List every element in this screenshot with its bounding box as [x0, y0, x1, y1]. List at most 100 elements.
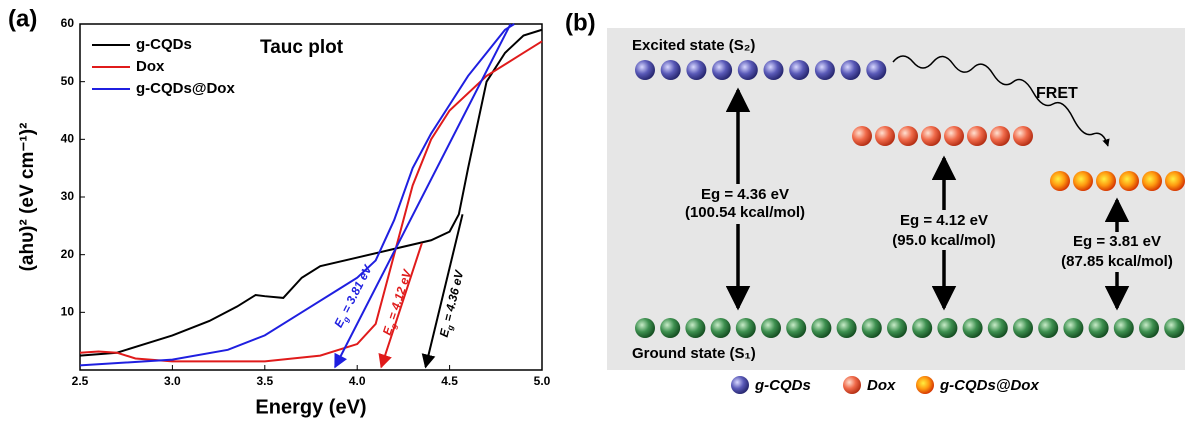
gap-energy: Eg = 4.12 eV [900, 212, 988, 229]
level-ball [990, 126, 1010, 146]
legend-label: Dox [136, 58, 165, 75]
level-ball [944, 126, 964, 146]
label-bg [676, 184, 818, 224]
level-ball [660, 60, 681, 80]
annotation-subscript: g [445, 324, 455, 332]
level-ball [861, 318, 882, 338]
level-ball [887, 318, 907, 338]
level-ball [875, 126, 895, 146]
chart-title: Tauc plot [260, 37, 344, 58]
y-tick-label: 50 [61, 74, 75, 88]
level-ball [635, 318, 655, 338]
level-ball [1142, 171, 1162, 191]
level-ball [1050, 171, 1070, 191]
level-ball [1096, 171, 1116, 191]
level-ball [735, 318, 756, 338]
level-ball [686, 60, 707, 80]
y-tick-label: 10 [61, 305, 75, 319]
level-ball [710, 318, 731, 338]
annotation-text: = 3.81 eV [337, 262, 375, 318]
plot-frame [79, 23, 543, 371]
level-ball [712, 60, 733, 80]
legend-label: g-CQDs [754, 377, 811, 394]
x-tick-label: 2.5 [72, 374, 89, 388]
level-ball [1013, 126, 1033, 146]
level-ball [635, 60, 655, 80]
level-ball [1088, 318, 1109, 338]
fret-arrow [892, 55, 1110, 147]
energy-diagram: (b) Excited state (S₂) Ground state (S₁)… [565, 9, 1185, 394]
y-tick-label: 20 [61, 247, 75, 261]
legend-label: g-CQDs@Dox [939, 377, 1039, 394]
level-ball [786, 318, 807, 338]
gap-energy: Eg = 3.81 eV [1073, 233, 1161, 250]
y-tick-label: 60 [61, 16, 75, 30]
level-ball [1139, 318, 1159, 338]
tauc-chart: (a) Tauc plot Energy (eV) (ahυ)² (eV cm⁻… [8, 5, 551, 418]
level-ball [987, 318, 1008, 338]
panel-label: (b) [565, 9, 596, 36]
level-ball [836, 318, 857, 338]
x-tick-label: 3.5 [256, 374, 273, 388]
gap-kcal: (87.85 kcal/mol) [1061, 253, 1173, 270]
level-ball [1165, 171, 1185, 191]
level-ball [737, 60, 758, 80]
tangent-arrow [421, 214, 464, 369]
gap-energy: Eg = 4.36 eV [701, 186, 789, 203]
level-ball [921, 126, 941, 146]
level-ball [811, 318, 832, 338]
level-ball [814, 60, 835, 80]
annotation-subscript: g [341, 315, 352, 324]
level-ball [898, 126, 918, 146]
x-tick-label: 4.5 [441, 374, 458, 388]
label-bg [880, 210, 1008, 250]
data-line [79, 23, 515, 367]
data-line [79, 28, 543, 357]
gap-kcal: (100.54 kcal/mol) [685, 204, 805, 221]
tangent-arrow [334, 23, 512, 369]
level-ball [967, 126, 987, 146]
y-tick-label: 30 [61, 189, 75, 203]
legend-label: g-CQDs@Dox [136, 80, 235, 97]
fret-label: FRET [1036, 85, 1078, 102]
x-axis-label: Energy (eV) [255, 396, 366, 418]
level-ball [763, 60, 784, 80]
legend-label: g-CQDs [136, 36, 192, 53]
label-bg [1040, 232, 1185, 272]
level-ball [962, 318, 983, 338]
level-ball [937, 318, 958, 338]
level-ball [761, 318, 781, 338]
level-ball [1063, 318, 1084, 338]
level-ball [912, 318, 933, 338]
legend-marker [843, 376, 861, 394]
x-tick-label: 5.0 [534, 374, 551, 388]
x-tick-label: 4.0 [349, 374, 366, 388]
level-ball [789, 60, 810, 80]
level-ball [852, 126, 872, 146]
y-tick-label: 40 [61, 132, 75, 146]
annotation-text: = 4.36 eV [440, 268, 467, 326]
level-ball [1013, 318, 1033, 338]
level-ball [1038, 318, 1059, 338]
tangent-arrow [378, 242, 423, 369]
legend-marker [916, 376, 934, 394]
state-label: Ground state (S₁) [632, 345, 756, 362]
panel-label: (a) [8, 5, 37, 32]
annotation-subscript: g [389, 322, 399, 331]
level-ball [1073, 171, 1093, 191]
annotation: Eg = 4.12 eV [380, 267, 417, 337]
legend-marker [731, 376, 749, 394]
y-axis-label: (ahυ)² (eV cm⁻¹)² [17, 123, 38, 272]
data-line [79, 40, 543, 363]
level-ball [840, 60, 861, 80]
level-ball [685, 318, 706, 338]
level-ball [1119, 171, 1139, 191]
gap-kcal: (95.0 kcal/mol) [892, 232, 995, 249]
level-ball [866, 60, 887, 80]
level-ball [660, 318, 681, 338]
x-tick-label: 3.0 [164, 374, 181, 388]
state-label: Excited state (S₂) [632, 37, 755, 54]
level-ball [1164, 318, 1185, 338]
level-ball [1113, 318, 1134, 338]
